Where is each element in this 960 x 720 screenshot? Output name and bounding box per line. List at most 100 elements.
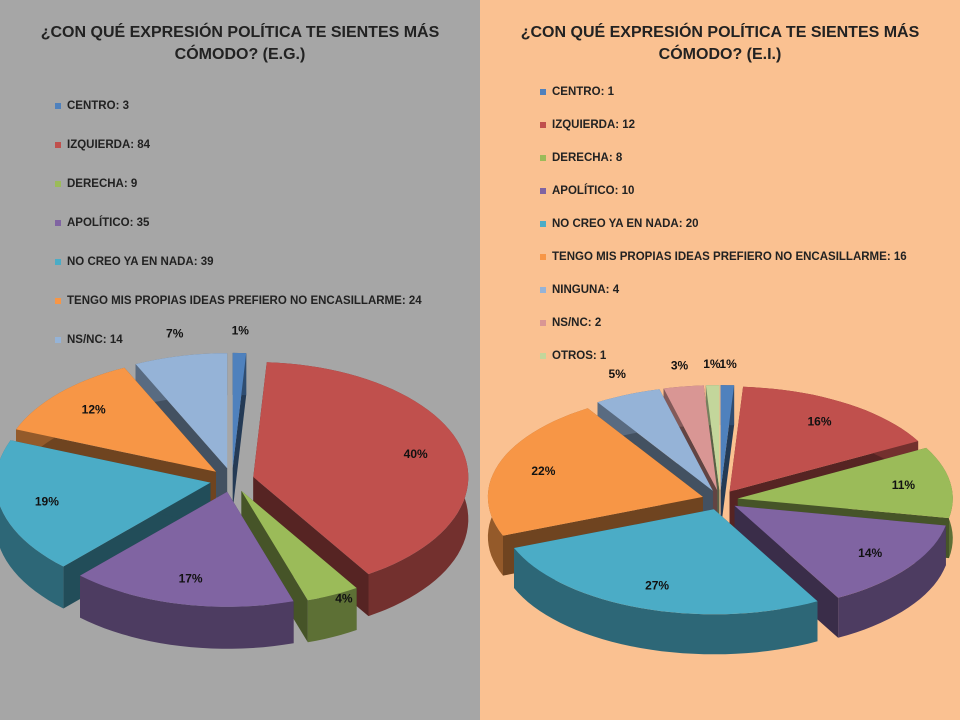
pie-slice xyxy=(487,408,703,536)
pie-slice xyxy=(737,447,953,519)
slice xyxy=(80,491,294,649)
legend-swatch xyxy=(540,287,546,293)
legend-label: APOLÍTICO xyxy=(67,217,130,229)
legend: CENTRO: 1 IZQUIERDA: 12 DERECHA: 8 APOLÍTIC… xyxy=(540,84,940,381)
legend-label: NINGUNA xyxy=(552,284,606,296)
legend-item: OTROS: 1 xyxy=(540,348,940,364)
legend-label: NS/NC xyxy=(67,334,103,346)
chart: 1% 16% 11% 14% 27% 22% 5% 3% 1% xyxy=(487,357,953,655)
legend-item: NO CREO YA EN NADA: 39 xyxy=(55,254,427,270)
legend-label: DERECHA xyxy=(67,178,124,190)
legend-label: OTROS xyxy=(552,350,593,362)
pie-slice xyxy=(663,385,718,491)
legend-item: NINGUNA: 4 xyxy=(540,282,940,298)
legend-label: TENGO MIS PROPIAS IDEAS PREFIERO NO ENCA… xyxy=(67,295,402,307)
legend-label: NS/NC xyxy=(552,317,588,329)
pie-slice xyxy=(16,367,216,472)
slice-side xyxy=(80,575,294,649)
panel: ¿CON QUÉ EXPRESIÓN POLÍTICA TE SIENTES M… xyxy=(0,0,480,720)
data-label: 12% xyxy=(82,402,106,416)
legend-swatch xyxy=(540,89,546,95)
slice-side xyxy=(0,440,64,609)
chart-title: ¿CON QUÉ EXPRESIÓN POLÍTICA TE SIENTES M… xyxy=(40,24,440,63)
pie-slice xyxy=(241,490,357,601)
legend-count: 16 xyxy=(893,251,907,263)
pie-slice xyxy=(253,362,469,575)
legend: CENTRO: 3 IZQUIERDA: 84 DERECHA: 9 APOLÍTIC… xyxy=(55,98,427,371)
data-label: 5% xyxy=(609,367,627,381)
slice xyxy=(720,385,735,531)
legend-count: 24 xyxy=(408,295,422,307)
slice-side xyxy=(514,548,818,655)
legend-swatch xyxy=(540,254,546,260)
data-label: 27% xyxy=(645,579,669,593)
chart: 1% 40% 4% 17% 19% 12% 7% xyxy=(0,323,469,649)
legend-count: 1 xyxy=(607,86,614,98)
legend-count: 3 xyxy=(122,100,129,112)
legend-swatch xyxy=(55,181,61,187)
slice xyxy=(232,352,247,510)
slice-side xyxy=(838,525,946,638)
data-label: 4% xyxy=(335,592,353,606)
legend-label: IZQUIERDA xyxy=(67,139,131,151)
pie-slice xyxy=(232,352,247,468)
legend-item: NS/NC: 2 xyxy=(540,315,940,331)
pie-slice xyxy=(734,505,946,598)
pie-slice xyxy=(514,509,818,615)
legend-count: 8 xyxy=(615,152,623,164)
legend-swatch xyxy=(540,353,546,359)
legend-count: 10 xyxy=(621,185,635,197)
data-label: 40% xyxy=(404,447,428,461)
pie-slice xyxy=(705,385,720,491)
data-label: 1% xyxy=(703,357,721,371)
pie-slice xyxy=(729,386,919,492)
pie-slice xyxy=(0,440,211,567)
legend-count: 84 xyxy=(137,139,151,151)
legend-label: APOLÍTICO xyxy=(552,185,615,197)
legend-count: 35 xyxy=(136,217,150,229)
legend-label: CENTRO xyxy=(552,86,601,98)
legend-swatch xyxy=(540,155,546,161)
legend-count: 2 xyxy=(594,317,602,329)
legend-label: NO CREO YA EN NADA xyxy=(552,218,679,230)
data-label: 14% xyxy=(858,546,882,560)
chart-title: ¿CON QUÉ EXPRESIÓN POLÍTICA TE SIENTES M… xyxy=(520,24,920,63)
legend-label: IZQUIERDA xyxy=(552,119,616,131)
legend-label: TENGO MIS PROPIAS IDEAS PREFIERO NO ENCA… xyxy=(552,251,887,263)
pie-slice xyxy=(135,353,228,469)
legend-swatch xyxy=(540,188,546,194)
legend-count: 39 xyxy=(200,256,214,268)
pie-slice xyxy=(80,491,294,607)
pie-slice xyxy=(597,389,713,491)
legend-swatch xyxy=(55,259,61,265)
data-label: 17% xyxy=(179,571,203,585)
legend-swatch xyxy=(55,103,61,109)
legend-count: 4 xyxy=(612,284,620,296)
legend-swatch xyxy=(540,320,546,326)
legend-item: CENTRO: 3 xyxy=(55,98,427,114)
data-label: 1% xyxy=(232,323,250,337)
legend-count: 12 xyxy=(622,119,636,131)
legend-item: TENGO MIS PROPIAS IDEAS PREFIERO NO ENCA… xyxy=(540,249,940,265)
slice-side xyxy=(307,588,357,643)
legend-label: NO CREO YA EN NADA xyxy=(67,256,194,268)
legend-item: NO CREO YA EN NADA: 20 xyxy=(540,216,940,232)
legend-swatch xyxy=(55,220,61,226)
legend-swatch xyxy=(55,142,61,148)
legend-label: CENTRO xyxy=(67,100,116,112)
legend-item: NS/NC: 14 xyxy=(55,332,427,348)
data-label: 3% xyxy=(671,358,689,372)
legend-count: 9 xyxy=(130,178,138,190)
legend-item: IZQUIERDA: 84 xyxy=(55,137,427,153)
data-label: 19% xyxy=(35,494,59,508)
legend-item: IZQUIERDA: 12 xyxy=(540,117,940,133)
legend-item: TENGO MIS PROPIAS IDEAS PREFIERO NO ENCA… xyxy=(55,293,427,309)
legend-swatch xyxy=(540,122,546,128)
legend-item: DERECHA: 8 xyxy=(540,150,940,166)
legend-swatch xyxy=(55,298,61,304)
data-label: 11% xyxy=(892,478,916,492)
pie-slice xyxy=(720,385,735,491)
slice xyxy=(514,509,818,655)
legend-count: 14 xyxy=(109,334,123,346)
